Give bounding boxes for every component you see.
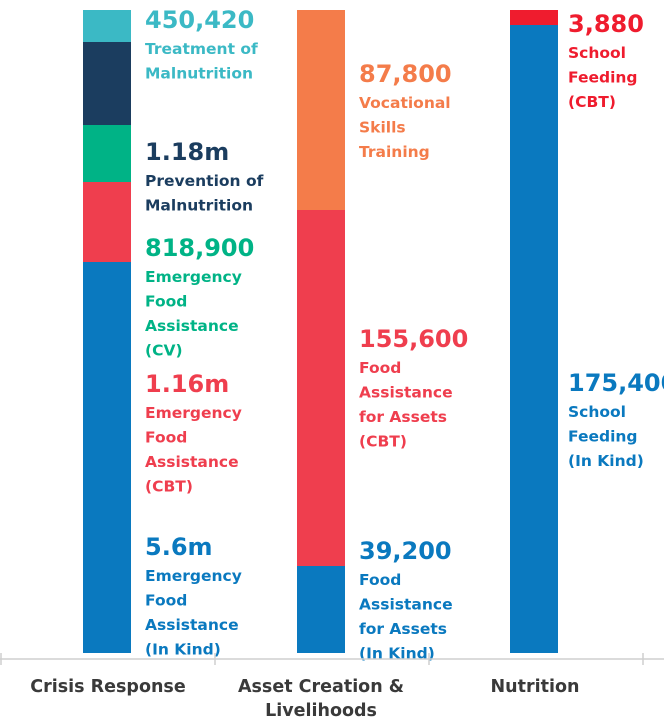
value-label-2-1: 3,880 xyxy=(568,10,644,38)
bar-segment-0-2 xyxy=(83,125,131,182)
category-label-0-0: Crisis Response xyxy=(30,677,186,697)
value-label-1-1: 155,600 xyxy=(359,325,468,353)
labels-layer: 5.6m Emergency Food Assistance (In Kind) 1.16… xyxy=(145,6,664,663)
segment-name-0-1-3: (CBT) xyxy=(145,478,193,496)
segment-name-0-4-1: Malnutrition xyxy=(145,65,253,83)
segment-name-2-0-2: (In Kind) xyxy=(568,452,644,470)
segment-name-0-4-0: Treatment of xyxy=(145,40,258,58)
segment-name-1-1-0: Food xyxy=(359,359,401,377)
segment-name-2-1-0: School xyxy=(568,44,626,62)
value-label-0-4: 450,420 xyxy=(145,6,254,34)
category-label-1-1: Livelihoods xyxy=(265,701,377,721)
segment-name-1-2-2: Training xyxy=(359,143,430,161)
segment-name-1-1-2: for Assets xyxy=(359,408,447,426)
segment-name-0-1-1: Food xyxy=(145,429,187,447)
segment-name-1-0-3: (In Kind) xyxy=(359,645,435,663)
segment-name-0-0-1: Food xyxy=(145,592,187,610)
category-label-1-0: Asset Creation & xyxy=(238,677,404,697)
bar-segment-1-0 xyxy=(297,566,345,653)
bar-segment-2-1 xyxy=(510,10,558,25)
segment-name-1-2-1: Skills xyxy=(359,119,406,137)
segment-name-0-1-2: Assistance xyxy=(145,453,239,471)
segment-name-1-1-1: Assistance xyxy=(359,384,453,402)
segment-name-1-0-1: Assistance xyxy=(359,596,453,614)
value-label-1-0: 39,200 xyxy=(359,537,452,565)
value-label-1-2: 87,800 xyxy=(359,60,452,88)
segment-name-0-2-1: Food xyxy=(145,293,187,311)
segment-name-2-0-1: Feeding xyxy=(568,428,638,446)
bar-segment-0-4 xyxy=(83,10,131,42)
segment-name-2-1-2: (CBT) xyxy=(568,93,616,111)
value-label-0-0: 5.6m xyxy=(145,533,213,561)
value-label-0-1: 1.16m xyxy=(145,370,229,398)
bar-segment-1-1 xyxy=(297,210,345,566)
segment-name-0-2-0: Emergency xyxy=(145,268,242,286)
segment-name-0-2-2: Assistance xyxy=(145,317,239,335)
segment-name-0-1-0: Emergency xyxy=(145,404,242,422)
segment-name-0-2-3: (CV) xyxy=(145,342,183,360)
bar-segment-0-3 xyxy=(83,42,131,125)
segment-name-2-0-0: School xyxy=(568,403,626,421)
value-label-2-0: 175,400 xyxy=(568,369,664,397)
segment-name-1-0-2: for Assets xyxy=(359,620,447,638)
segment-name-1-1-3: (CBT) xyxy=(359,433,407,451)
segment-name-0-0-2: Assistance xyxy=(145,616,239,634)
bar-segment-2-0 xyxy=(510,25,558,653)
bars-layer xyxy=(83,10,558,653)
segment-name-2-1-1: Feeding xyxy=(568,69,638,87)
segment-name-0-0-3: (In Kind) xyxy=(145,641,221,659)
segment-name-1-0-0: Food xyxy=(359,571,401,589)
segment-name-1-2-0: Vocational xyxy=(359,94,451,112)
value-label-0-3: 1.18m xyxy=(145,138,229,166)
value-label-0-2: 818,900 xyxy=(145,234,254,262)
bar-segment-0-1 xyxy=(83,182,131,262)
category-label-2-0: Nutrition xyxy=(491,677,580,697)
segment-name-0-0-0: Emergency xyxy=(145,567,242,585)
x-axis: Crisis Response Asset Creation & Livelihoo… xyxy=(0,653,664,721)
bar-segment-1-2 xyxy=(297,10,345,210)
segment-name-0-3-0: Prevention of xyxy=(145,172,264,190)
segment-name-0-3-1: Malnutrition xyxy=(145,197,253,215)
bar-segment-0-0 xyxy=(83,262,131,653)
